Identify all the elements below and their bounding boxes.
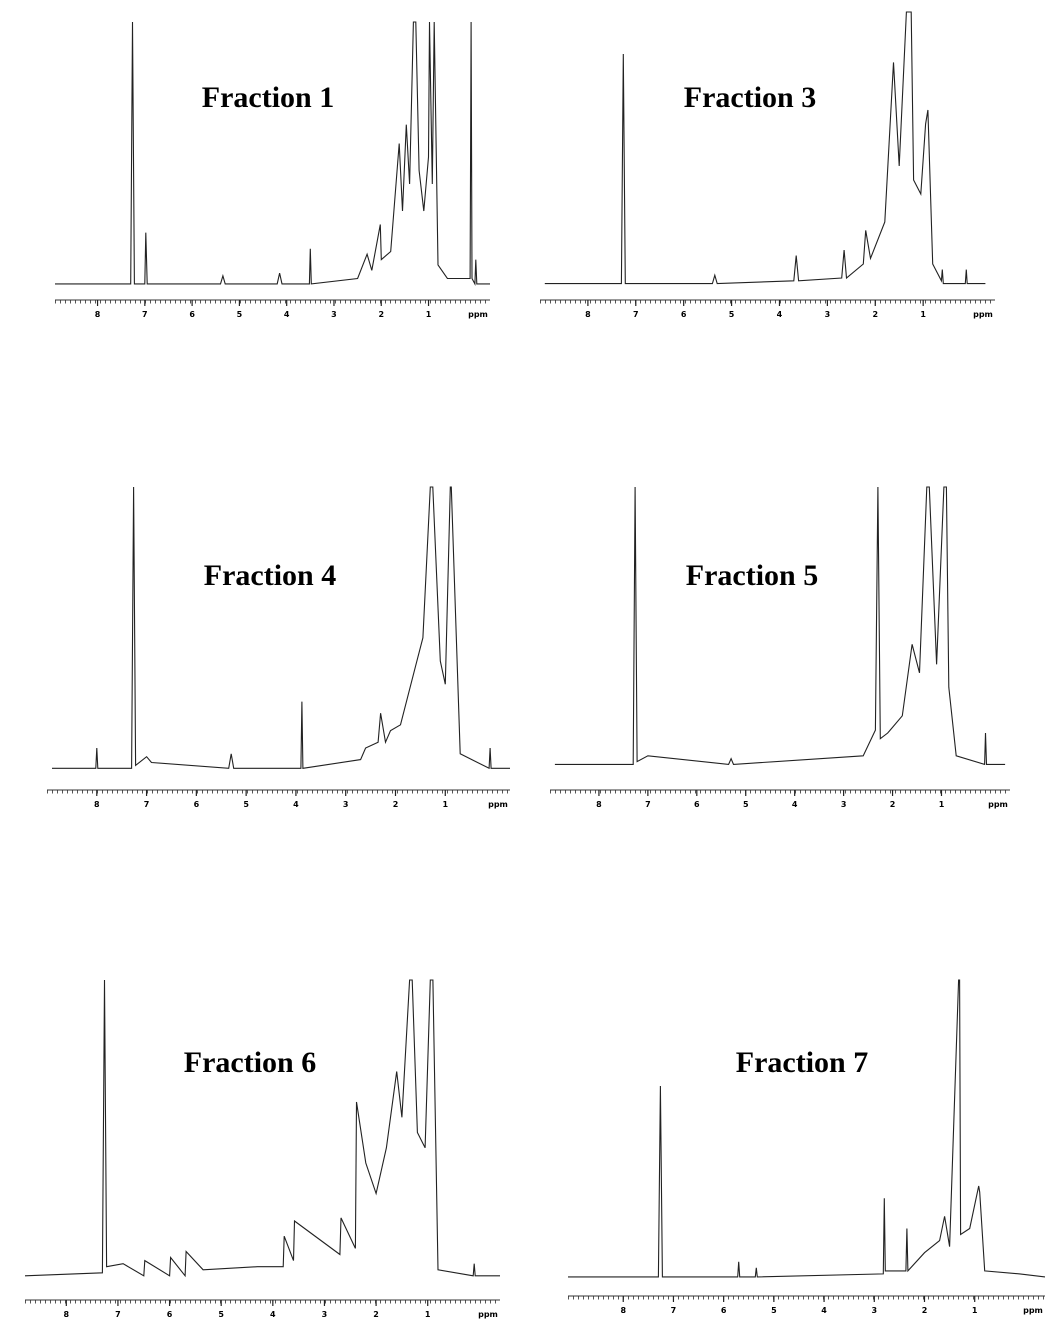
x-tick-label: 3 [343, 800, 349, 809]
x-tick-label: 4 [777, 310, 783, 319]
x-tick-label: 7 [115, 1310, 121, 1319]
x-tick-label: 1 [920, 310, 926, 319]
panel-title: Fraction 3 [684, 81, 816, 114]
panel-title: Fraction 5 [686, 559, 818, 592]
spectrum-line [568, 979, 1046, 1278]
x-axis-label: ppm [988, 800, 1008, 809]
x-tick-label: 7 [633, 310, 639, 319]
x-tick-label: 8 [94, 800, 100, 809]
x-tick-label: 5 [237, 310, 243, 319]
x-tick-label: 6 [694, 800, 700, 809]
panel-title: Fraction 1 [202, 81, 334, 114]
x-tick-label: 1 [425, 1310, 431, 1319]
spectrum-line [544, 11, 986, 285]
x-tick-label: 1 [426, 310, 432, 319]
panel-title: Fraction 4 [204, 559, 336, 592]
x-tick-label: 3 [841, 800, 847, 809]
spectrum-line [24, 979, 500, 1278]
x-tick-label: 3 [331, 310, 337, 319]
spectrum-line [52, 486, 510, 770]
x-tick-label: 7 [645, 800, 651, 809]
x-tick-label: 6 [194, 800, 200, 809]
x-tick-label: 1 [972, 1306, 978, 1315]
x-tick-label: 3 [871, 1306, 877, 1315]
x-tick-label: 8 [585, 310, 591, 319]
x-tick-label: 2 [378, 310, 384, 319]
x-tick-label: 6 [189, 310, 195, 319]
x-tick-label: 4 [792, 800, 798, 809]
x-tick-label: 1 [939, 800, 945, 809]
x-tick-label: 2 [373, 1310, 379, 1319]
panel-title: Fraction 7 [736, 1046, 868, 1079]
x-tick-label: 6 [167, 1310, 173, 1319]
x-tick-label: 2 [890, 800, 896, 809]
x-tick-label: 5 [218, 1310, 224, 1319]
x-tick-label: 8 [64, 1310, 70, 1319]
x-tick-label: 1 [442, 800, 448, 809]
x-axis-label: ppm [488, 800, 508, 809]
x-tick-label: 4 [284, 310, 290, 319]
x-tick-label: 4 [293, 800, 299, 809]
x-tick-label: 6 [681, 310, 687, 319]
x-axis-label: ppm [478, 1310, 498, 1319]
x-axis-label: ppm [1023, 1306, 1043, 1315]
x-tick-label: 7 [144, 800, 150, 809]
panel-title: Fraction 6 [184, 1046, 316, 1079]
x-tick-label: 7 [142, 310, 148, 319]
x-tick-label: 5 [743, 800, 749, 809]
x-tick-label: 4 [821, 1306, 827, 1315]
x-tick-label: 2 [872, 310, 878, 319]
x-tick-label: 8 [596, 800, 602, 809]
x-tick-label: 5 [771, 1306, 777, 1315]
x-tick-label: 2 [922, 1306, 928, 1315]
spectrum-line [55, 21, 490, 286]
x-tick-label: 4 [270, 1310, 276, 1319]
x-tick-label: 3 [322, 1310, 328, 1319]
x-tick-label: 8 [95, 310, 101, 319]
x-tick-label: 7 [671, 1306, 677, 1315]
x-tick-label: 2 [393, 800, 399, 809]
x-axis-label: ppm [468, 310, 488, 319]
x-tick-label: 5 [243, 800, 249, 809]
x-tick-label: 6 [721, 1306, 727, 1315]
spectrum-line [554, 486, 1006, 766]
x-tick-label: 3 [825, 310, 831, 319]
x-axis-label: ppm [973, 310, 993, 319]
x-tick-label: 5 [729, 310, 735, 319]
x-tick-label: 8 [620, 1306, 626, 1315]
